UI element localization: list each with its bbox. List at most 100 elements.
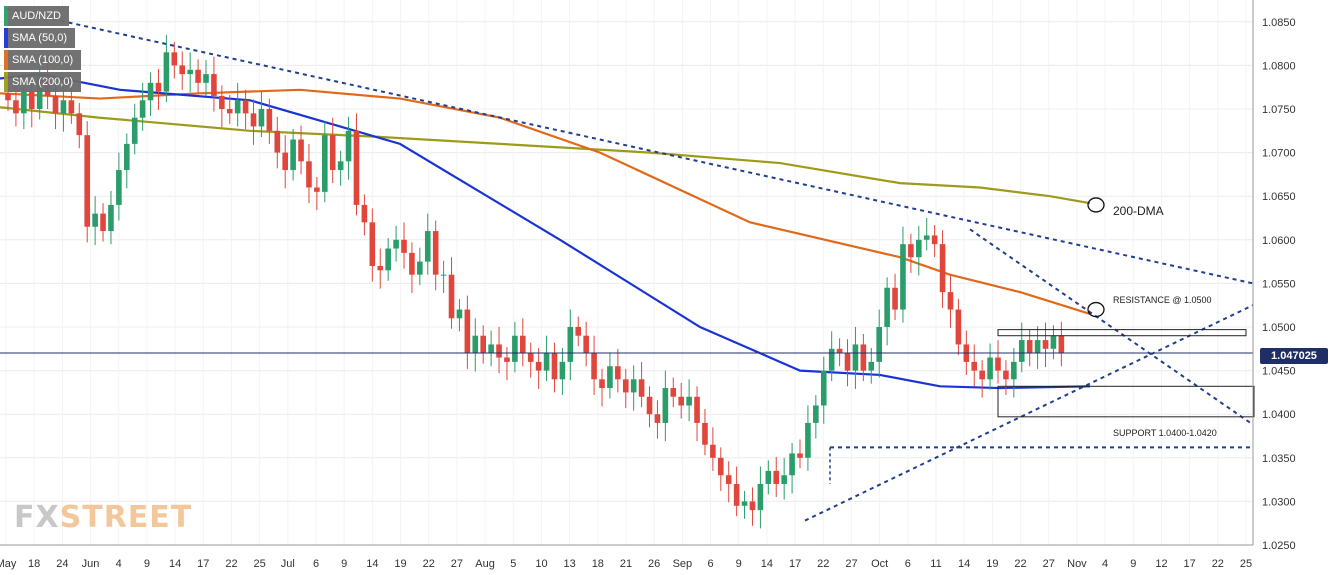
candle-body — [504, 357, 510, 362]
x-tick-label: 18 — [28, 558, 40, 570]
x-tick-label: Jun — [82, 558, 100, 570]
sma200-line — [0, 106, 1091, 205]
x-tick-label: 17 — [1184, 558, 1196, 570]
candle-body — [448, 274, 455, 319]
support-box — [997, 385, 1255, 418]
x-tick-label: 22 — [1014, 558, 1026, 570]
x-tick-label: 22 — [817, 558, 829, 570]
candle-body — [1042, 340, 1049, 349]
x-tick-label: Sep — [673, 558, 693, 570]
candle-body — [282, 152, 288, 171]
candle-body — [424, 231, 431, 262]
legend-sma50[interactable]: SMA (50,0) — [4, 28, 76, 48]
legend-symbol[interactable]: AUD/NZD — [4, 6, 69, 26]
candle-body — [622, 379, 629, 393]
marker-resistance — [1087, 301, 1105, 318]
x-tick-label: 22 — [225, 558, 237, 570]
candle-body — [258, 109, 265, 127]
y-tick-label: 1.0800 — [1262, 60, 1296, 72]
annotation-resistance: RESISTANCE @ 1.0500 — [1113, 295, 1212, 305]
x-tick-label: 27 — [451, 558, 463, 570]
candle-body — [329, 135, 336, 171]
y-tick-label: 1.0750 — [1262, 104, 1296, 116]
candle-body — [116, 170, 122, 205]
candle-body — [923, 235, 930, 240]
candle-body — [187, 69, 193, 75]
candle-body — [147, 82, 154, 101]
candle-body — [773, 470, 780, 484]
candle-body — [1018, 340, 1025, 362]
candle-body — [155, 82, 162, 92]
candle-body — [733, 483, 740, 506]
candle-body — [987, 357, 993, 380]
y-tick-label: 1.0250 — [1262, 540, 1296, 552]
x-tick-label: 19 — [394, 558, 406, 570]
candle-body — [567, 327, 574, 362]
candle-body — [266, 109, 273, 131]
candle-body — [971, 361, 978, 371]
x-tick-label: 14 — [761, 558, 773, 570]
x-tick-label: 27 — [845, 558, 857, 570]
candle-body — [179, 65, 186, 75]
candle-body — [456, 309, 463, 319]
candle-body — [1050, 335, 1057, 349]
x-tick-label: 13 — [564, 558, 576, 570]
candle-body — [234, 100, 241, 114]
candle-body — [100, 213, 106, 232]
legend-sma200[interactable]: SMA (200,0) — [4, 72, 82, 92]
x-tick-label: Nov — [1067, 558, 1087, 570]
candle-body — [765, 470, 772, 484]
candle-body — [718, 457, 724, 476]
x-tick-label: 18 — [592, 558, 604, 570]
candle-body — [1026, 340, 1033, 354]
sma50-line — [0, 73, 1091, 390]
candle-body — [654, 414, 661, 423]
x-tick-label: 4 — [1102, 558, 1108, 570]
candles — [5, 34, 1065, 529]
candle-body — [955, 309, 962, 345]
annotation-200dma: 200-DMA — [1113, 204, 1164, 218]
candle-body — [488, 344, 494, 354]
candle-body — [306, 161, 312, 188]
y-tick-label: 1.0700 — [1262, 148, 1296, 160]
candle-body — [21, 91, 27, 114]
last-price-tag: 1.047025 — [1260, 348, 1328, 364]
candle-body — [393, 239, 399, 249]
x-tick-label: Oct — [871, 558, 888, 570]
candle-body — [828, 348, 835, 371]
x-tick-label: 22 — [423, 558, 435, 570]
x-tick-label: 24 — [56, 558, 68, 570]
candle-body — [591, 353, 597, 380]
candle-body — [813, 405, 819, 423]
candle-body — [741, 501, 748, 506]
candle-body — [440, 274, 447, 276]
candle-body — [377, 265, 384, 271]
legend-sma100[interactable]: SMA (100,0) — [4, 50, 82, 70]
candle-body — [702, 422, 708, 445]
candle-body — [844, 353, 851, 371]
y-tick-label: 1.0850 — [1262, 17, 1296, 29]
candle-body — [630, 379, 637, 393]
x-axis: May 18 24 Jun 4 9 14 17 22 25 Jul 6 9 14 19 22 27 Aug 5 10 1… — [0, 544, 1253, 570]
candle-body — [131, 117, 138, 144]
candle-body — [884, 287, 890, 327]
candle-body — [900, 244, 906, 310]
candle-body — [527, 353, 534, 362]
candle-body — [353, 130, 360, 205]
candle-body — [939, 244, 946, 293]
candle-body — [242, 100, 249, 114]
candle-body — [543, 353, 550, 371]
candle-body — [139, 100, 146, 118]
candle-body — [670, 388, 677, 397]
y-tick-label: 1.0600 — [1262, 235, 1296, 247]
candle-body — [995, 357, 1001, 371]
x-tick-label: 11 — [930, 558, 941, 570]
candle-body — [369, 222, 376, 266]
candle-body — [211, 74, 217, 96]
candle-body — [868, 361, 875, 371]
candle-body — [876, 327, 882, 362]
candle-body — [599, 379, 605, 389]
grid-lines — [0, 0, 1253, 546]
x-tick-label: 6 — [905, 558, 911, 570]
